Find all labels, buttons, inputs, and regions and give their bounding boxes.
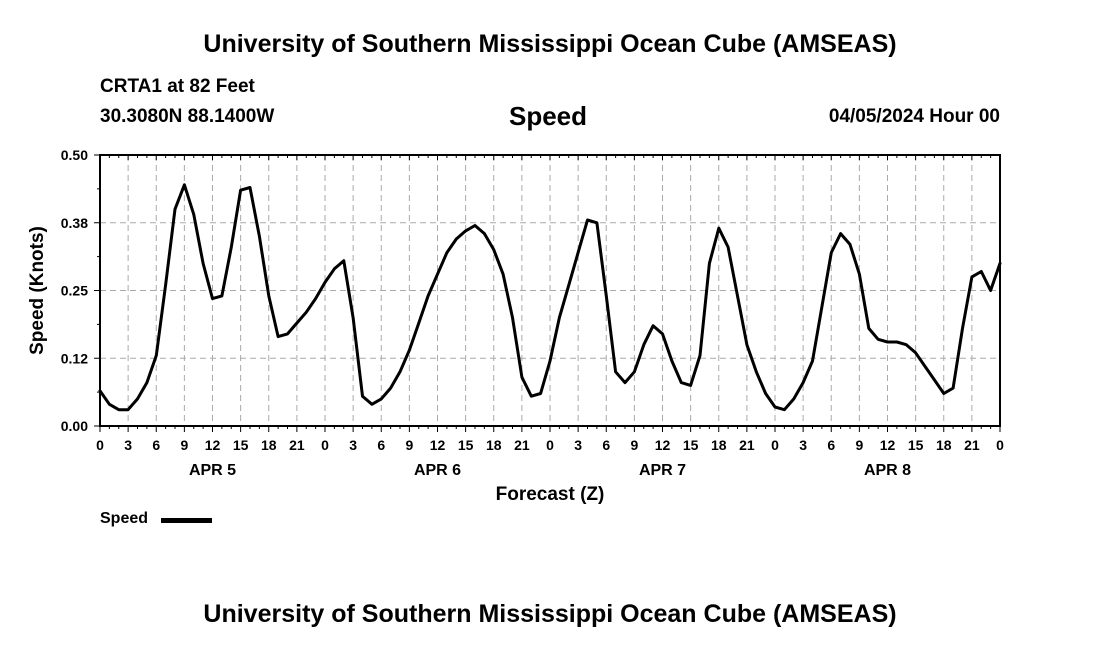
x-tick-label: 18 <box>711 437 727 453</box>
x-tick-label: 12 <box>430 437 446 453</box>
x-tick-label: 3 <box>349 437 357 453</box>
x-tick-label: 0 <box>96 437 104 453</box>
station-coordinates: 30.3080N 88.1400W <box>100 106 275 127</box>
legend-swatch <box>161 518 212 523</box>
x-tick-label: 12 <box>880 437 896 453</box>
x-tick-label: 18 <box>936 437 952 453</box>
plot-frame <box>99 154 1001 427</box>
x-tick-label: 6 <box>827 437 835 453</box>
station-label: CRTA1 at 82 Feet <box>100 76 255 97</box>
x-tick-label: 15 <box>683 437 699 453</box>
x-tick-label: 0 <box>771 437 779 453</box>
x-tick-label: 21 <box>739 437 755 453</box>
x-tick-label: 6 <box>377 437 385 453</box>
x-tick-label: 12 <box>205 437 221 453</box>
day-label: APR 7 <box>639 462 686 479</box>
legend-label: Speed <box>100 510 149 527</box>
x-tick-label: 3 <box>799 437 807 453</box>
x-tick-label: 21 <box>964 437 980 453</box>
x-tick-label: 15 <box>908 437 924 453</box>
day-label: APR 5 <box>189 462 236 479</box>
x-axis-title: Forecast (Z) <box>496 484 605 505</box>
x-tick-label: 6 <box>152 437 160 453</box>
x-tick-label: 3 <box>124 437 132 453</box>
chart-grid <box>100 155 1000 426</box>
series-line-speed <box>98 183 1002 412</box>
y-tick-label: 0.38 <box>61 215 88 231</box>
day-label: APR 8 <box>864 462 911 479</box>
x-tick-label: 9 <box>405 437 413 453</box>
forecast-datetime: 04/05/2024 Hour 00 <box>828 106 1000 127</box>
y-tick-label: 0.50 <box>61 147 88 163</box>
chart-ticks: 0 3 6 9 12 15 18 21 0 3 6 9 12 15 18 21 0 3 6 9 12 15 18 21 0 3 6 9… <box>27 147 1004 505</box>
x-tick-label: 15 <box>458 437 474 453</box>
speed-chart: 0 3 6 9 12 15 18 21 0 3 6 9 12 15 18 21 0 3 6 9 12 15 18 21 0 3 6 9… <box>27 147 1004 505</box>
x-tick-label: 9 <box>855 437 863 453</box>
y-tick-label: 0.12 <box>61 350 88 366</box>
x-tick-label: 18 <box>261 437 277 453</box>
x-tick-label: 0 <box>546 437 554 453</box>
x-tick-label: 0 <box>321 437 329 453</box>
x-tick-label: 21 <box>514 437 530 453</box>
x-tick-label: 18 <box>486 437 502 453</box>
y-axis-title: Speed (Knots) <box>27 226 48 355</box>
y-tick-label: 0.25 <box>61 283 88 299</box>
footer-title: University of Southern Mississippi Ocean… <box>203 600 897 628</box>
x-tick-label: 0 <box>996 437 1004 453</box>
page-title: University of Southern Mississippi Ocean… <box>203 30 897 58</box>
x-tick-label: 9 <box>630 437 638 453</box>
x-tick-label: 3 <box>574 437 582 453</box>
x-tick-label: 15 <box>233 437 249 453</box>
y-tick-label: 0.00 <box>61 418 88 434</box>
chart-title: Speed <box>509 101 588 131</box>
x-tick-label: 6 <box>602 437 610 453</box>
chart-series <box>98 183 1002 412</box>
x-tick-label: 9 <box>180 437 188 453</box>
x-tick-label: 21 <box>289 437 305 453</box>
x-tick-label: 12 <box>655 437 671 453</box>
day-label: APR 6 <box>414 462 461 479</box>
